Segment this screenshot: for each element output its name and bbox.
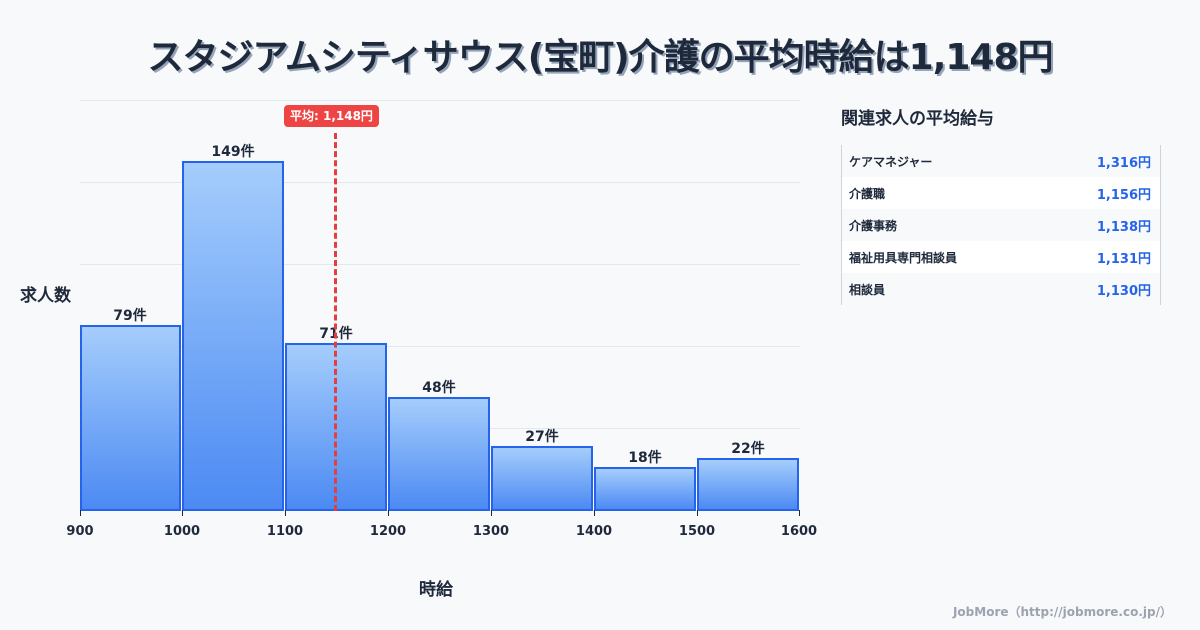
bar-value-label: 48件 [422, 380, 456, 396]
x-tick [594, 510, 595, 516]
related-job-row: 福祉用具専門相談員 1,131円 [842, 241, 1160, 273]
x-tick [182, 510, 183, 516]
bar-1500-1600 [697, 458, 799, 511]
x-tick-label: 1000 [163, 524, 201, 539]
gridline [80, 182, 800, 183]
related-job-wage: 1,138円 [1096, 219, 1151, 235]
related-job-name: ケアマネジャー [849, 154, 933, 169]
x-tick [697, 510, 698, 516]
bar-1000-1100 [182, 161, 284, 511]
bar-value-label: 149件 [211, 144, 255, 160]
x-tick-label: 1200 [369, 524, 407, 539]
related-job-name: 相談員 [849, 282, 886, 297]
bar-1300-1400 [491, 446, 593, 511]
mean-line [334, 133, 337, 511]
related-jobs-title: 関連求人の平均給与 [841, 109, 994, 129]
bar-value-label: 27件 [525, 429, 559, 445]
x-tick [388, 510, 389, 516]
source-credit: JobMore（http://jobmore.co.jp/） [952, 605, 1172, 619]
bar-1400-1500 [594, 467, 696, 511]
related-job-wage: 1,156円 [1096, 187, 1151, 203]
related-job-name: 介護職 [849, 186, 886, 201]
x-tick-label: 1400 [575, 524, 613, 539]
x-tick [799, 510, 800, 516]
bar-value-label: 22件 [731, 441, 765, 457]
related-job-name: 介護事務 [849, 218, 898, 233]
x-tick [491, 510, 492, 516]
y-axis-label: 求人数 [20, 286, 71, 306]
related-job-row: 介護職 1,156円 [842, 177, 1160, 209]
page-title: スタジアムシティサウス(宝町)介護の平均時給は1,148円 [147, 37, 1053, 78]
related-job-row: 相談員 1,130円 [842, 273, 1160, 305]
x-tick [285, 510, 286, 516]
gridline [80, 346, 800, 347]
x-tick [80, 510, 81, 516]
related-job-wage: 1,316円 [1096, 155, 1151, 171]
bar-1200-1300 [388, 397, 490, 511]
bar-900-1000 [80, 325, 181, 511]
x-tick-label: 1500 [678, 524, 716, 539]
related-job-name: 福祉用具専門相談員 [849, 250, 958, 265]
related-job-row: 介護事務 1,138円 [842, 209, 1160, 241]
bar-value-label: 18件 [628, 450, 662, 466]
x-tick-label: 1100 [266, 524, 304, 539]
related-job-wage: 1,130円 [1096, 283, 1151, 299]
related-jobs-table: ケアマネジャー 1,316円 介護職 1,156円 介護事務 1,138円 福祉… [841, 145, 1161, 305]
related-job-wage: 1,131円 [1096, 251, 1151, 267]
gridline [80, 100, 800, 101]
x-tick-label: 1300 [472, 524, 510, 539]
x-axis-label: 時給 [419, 580, 453, 600]
bar-value-label: 79件 [113, 308, 147, 324]
x-tick-label: 900 [66, 524, 94, 539]
related-job-row: ケアマネジャー 1,316円 [842, 145, 1160, 177]
histogram-chart: 79件 149件 71件 48件 27件 18件 22件 900 1000 11… [20, 100, 818, 600]
mean-badge: 平均: 1,148円 [284, 105, 379, 127]
gridline [80, 264, 800, 265]
x-tick-label: 1600 [780, 524, 818, 539]
